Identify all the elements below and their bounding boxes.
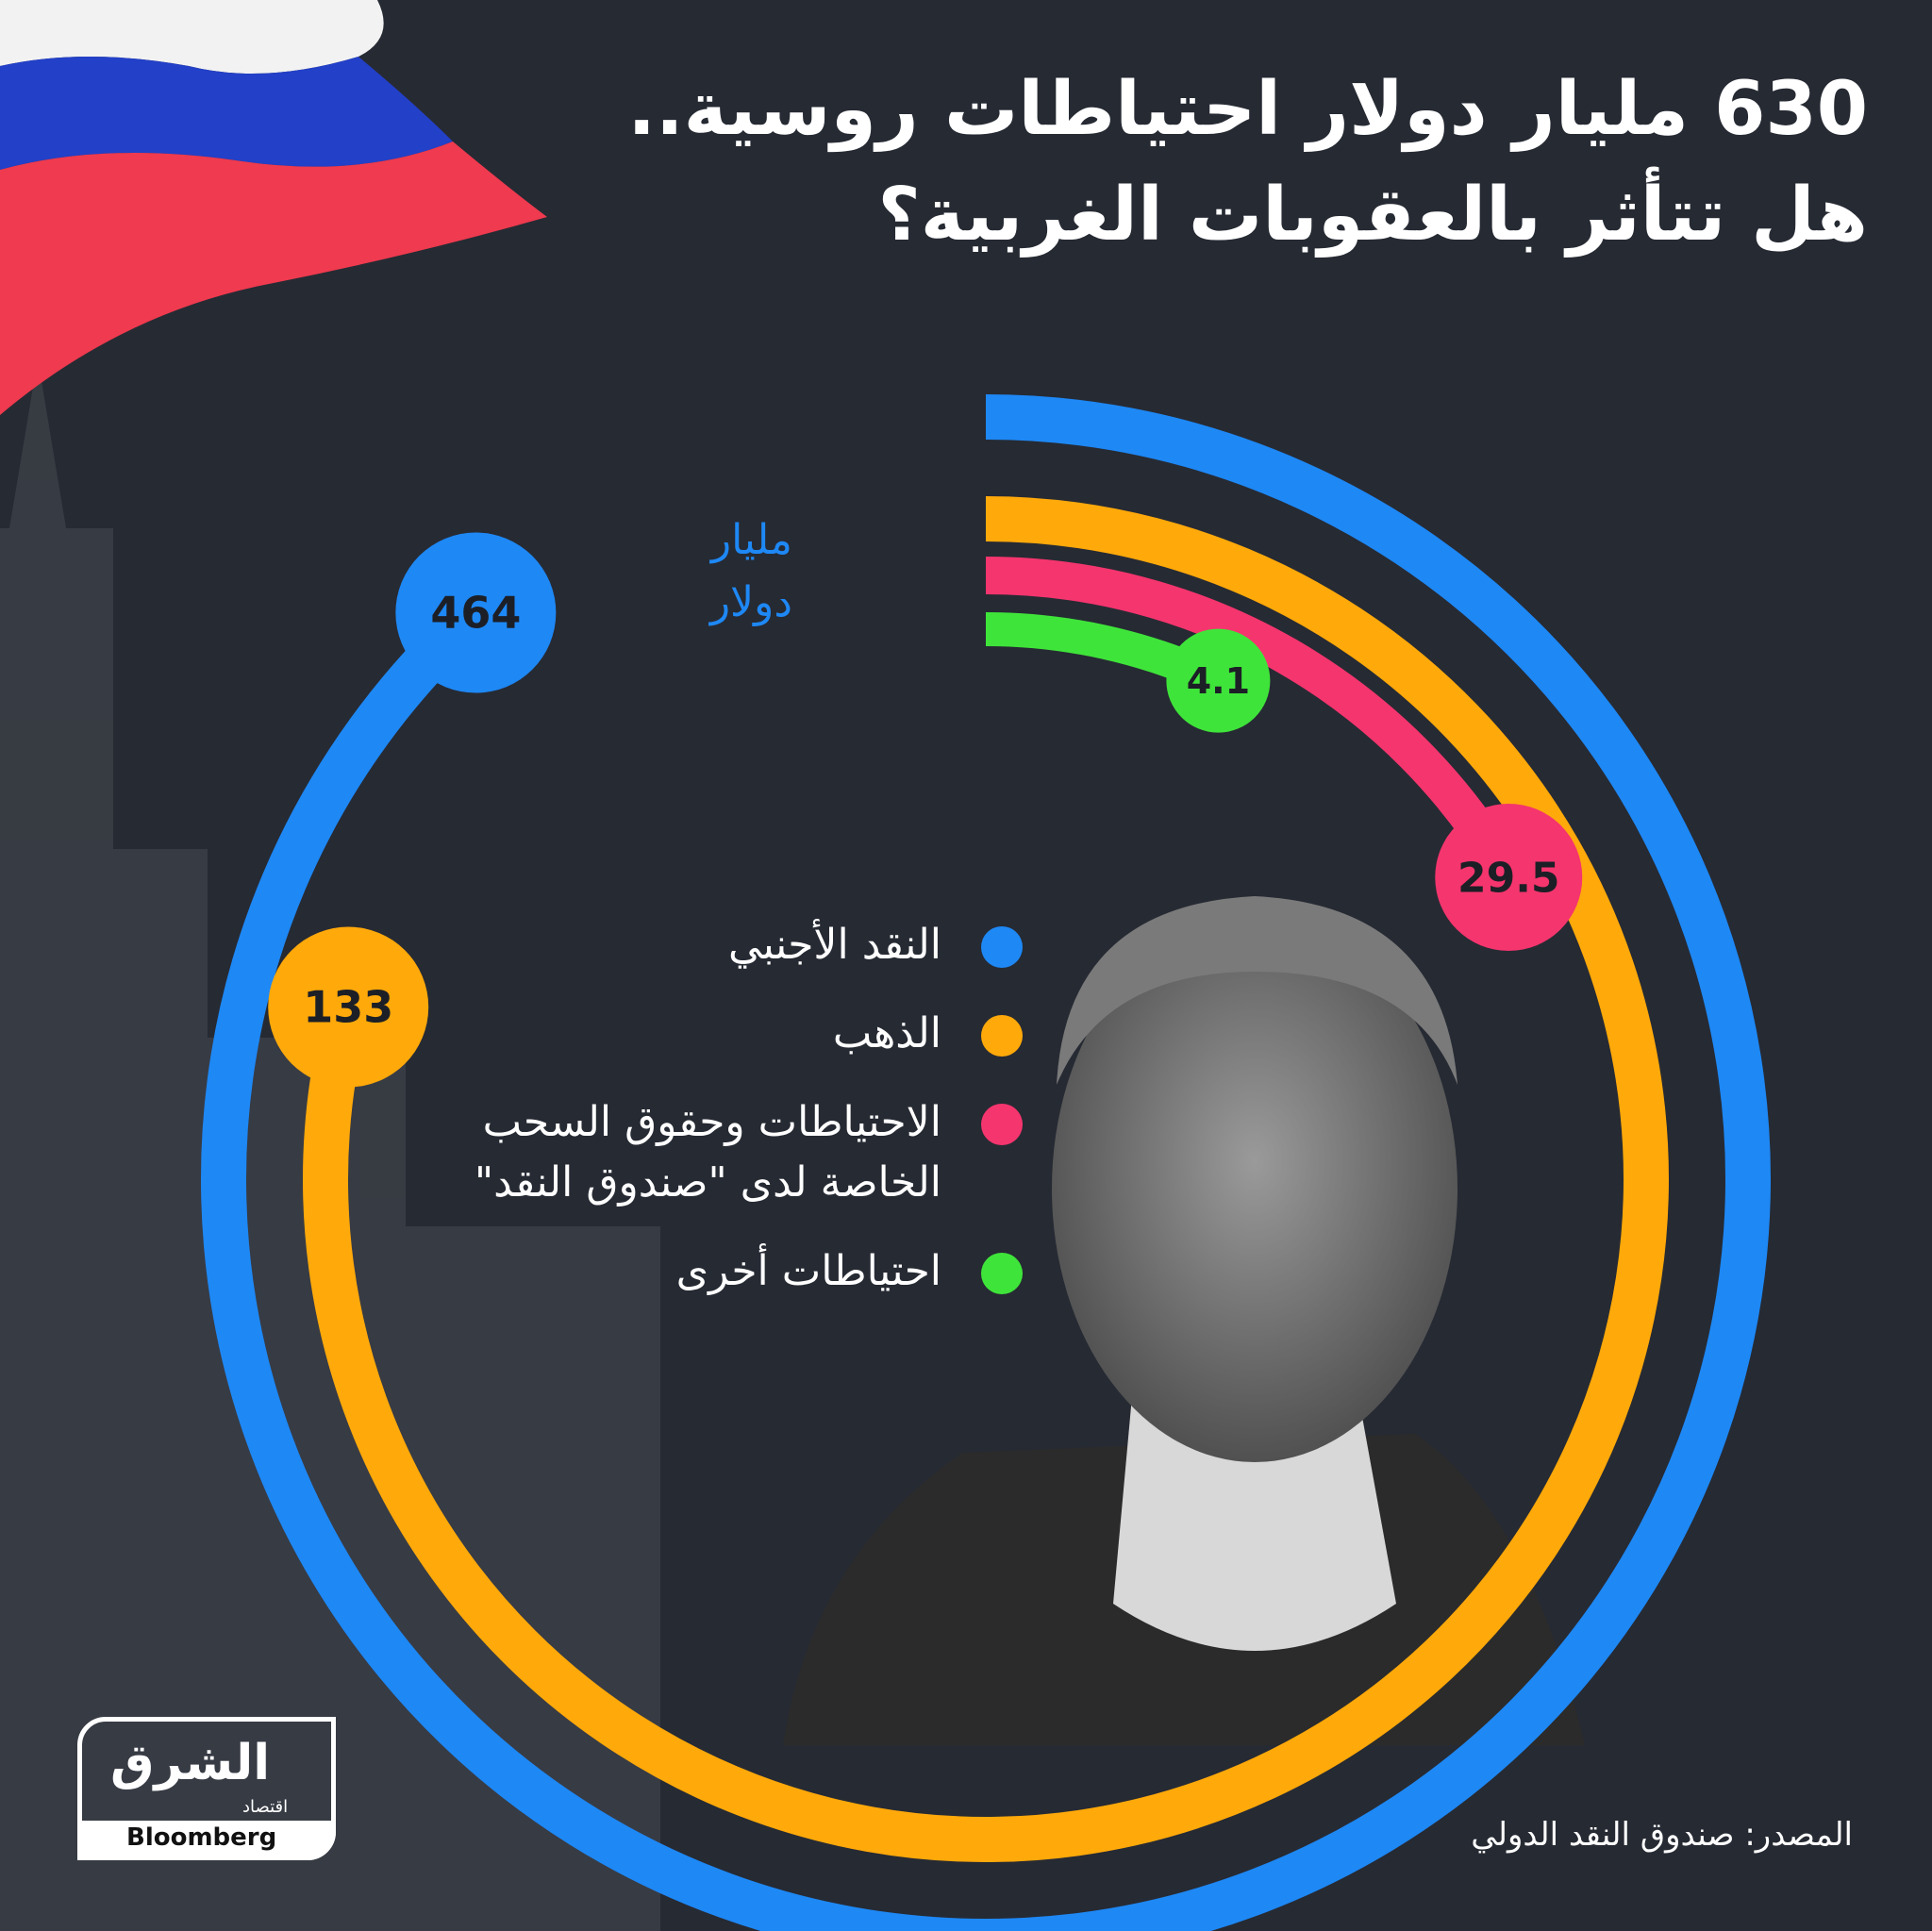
logo-main-text: الشرق bbox=[110, 1735, 271, 1791]
data-label-gold: 133 bbox=[303, 982, 393, 1033]
data-label-other: 4.1 bbox=[1187, 660, 1250, 702]
legend-dot-other bbox=[981, 1253, 1023, 1294]
unit-label: مليار دولار bbox=[623, 509, 792, 634]
value-badge-foreign-currency bbox=[395, 532, 557, 693]
legend: النقد الأجنبي الذهب الاحتياطات وحقوق الس… bbox=[306, 915, 1023, 1330]
source-note: المصدر: صندوق النقد الدولي bbox=[1471, 1816, 1853, 1854]
value-badge-gold bbox=[268, 926, 429, 1088]
legend-label-other: احتياطات أخرى bbox=[675, 1247, 941, 1295]
legend-item-other: احتياطات أخرى bbox=[306, 1241, 1023, 1302]
data-label-imf: 29.5 bbox=[1457, 854, 1560, 902]
logo-brand-text: Bloomberg bbox=[126, 1823, 277, 1852]
portrait-photo bbox=[783, 896, 1585, 1745]
legend-label-gold: الذهب bbox=[832, 1009, 941, 1057]
value-badge-other bbox=[1166, 628, 1271, 733]
data-label-foreign-currency: 464 bbox=[430, 588, 521, 639]
title-line-2: هل تتأثر بالعقوبات الغربية؟ bbox=[877, 173, 1868, 258]
asharq-bloomberg-logo: الشرق اقتصاد Bloomberg bbox=[77, 1717, 336, 1860]
unit-label-line-1: مليار bbox=[710, 516, 792, 564]
chart-title: 630 مليار دولار احتياطات روسية.. هل تتأث… bbox=[566, 57, 1868, 268]
bar-arc-imf bbox=[985, 557, 1525, 888]
legend-label-imf-line-2: الخاصة لدى "صندوق النقد" bbox=[474, 1158, 941, 1207]
legend-label-imf-line-1: الاحتياطات وحقوق السحب bbox=[482, 1098, 941, 1146]
logo-sub-text: اقتصاد bbox=[242, 1797, 289, 1817]
legend-item-foreign-currency: النقد الأجنبي bbox=[306, 915, 1023, 975]
legend-dot-foreign-currency bbox=[981, 926, 1023, 968]
russian-flag bbox=[0, 0, 547, 415]
title-line-1: 630 مليار دولار احتياطات روسية.. bbox=[627, 67, 1868, 152]
legend-dot-imf bbox=[981, 1104, 1023, 1145]
legend-item-imf: الاحتياطات وحقوق السحب الخاصة لدى "صندوق… bbox=[306, 1092, 1023, 1213]
logo-band: Bloomberg bbox=[77, 1821, 336, 1860]
unit-label-line-2: دولار bbox=[709, 578, 792, 626]
legend-item-gold: الذهب bbox=[306, 1004, 1023, 1064]
legend-dot-gold bbox=[981, 1015, 1023, 1057]
value-badge-imf bbox=[1435, 804, 1583, 951]
legend-label-foreign-currency: النقد الأجنبي bbox=[728, 921, 941, 969]
bar-arc-gold bbox=[303, 496, 1669, 1862]
bar-arc-foreign-currency bbox=[201, 394, 1771, 1931]
legend-label-imf: الاحتياطات وحقوق السحب الخاصة لدى "صندوق… bbox=[475, 1092, 941, 1213]
